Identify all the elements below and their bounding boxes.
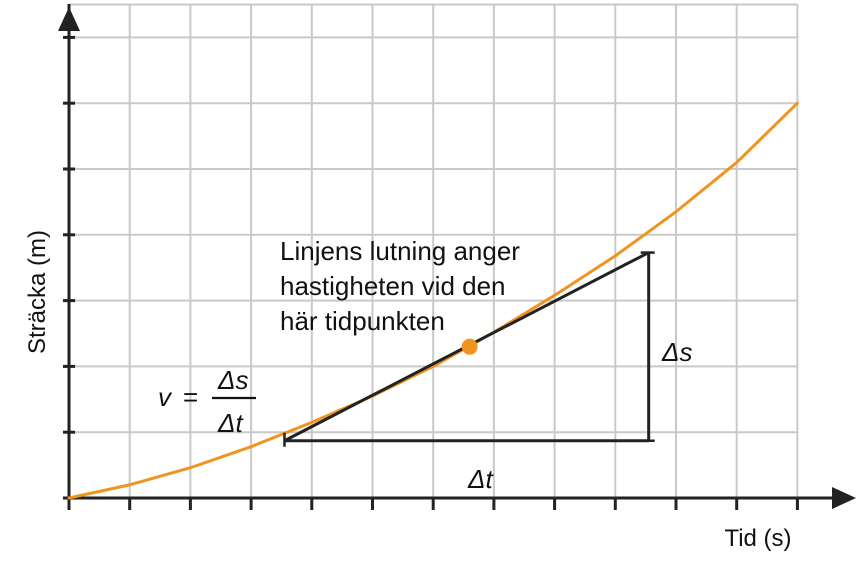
plot-layer xyxy=(67,101,799,500)
annotation-layer: Tid (s) Sträcka (m) Linjens lutning ange… xyxy=(24,230,792,552)
x-axis-label: Tid (s) xyxy=(724,525,791,552)
formula-v: v xyxy=(158,382,173,412)
delta-t-label: Δt xyxy=(467,464,494,494)
formula-denominator: Δt xyxy=(217,408,244,438)
annotation-line-2: hastigheten vid den xyxy=(280,271,506,301)
annotation-line-1: Linjens lutning anger xyxy=(280,236,520,266)
x-axis-arrow xyxy=(832,487,856,509)
formula-equals: = xyxy=(183,382,198,412)
y-axis-label: Sträcka (m) xyxy=(24,230,51,354)
annotation-line-3: här tidpunkten xyxy=(280,306,445,336)
y-axis-arrow xyxy=(58,7,80,31)
highlight-point xyxy=(461,338,478,355)
delta-s-label: Δs xyxy=(661,337,692,367)
curve-series xyxy=(67,101,799,500)
formula-numerator: Δs xyxy=(217,365,248,395)
